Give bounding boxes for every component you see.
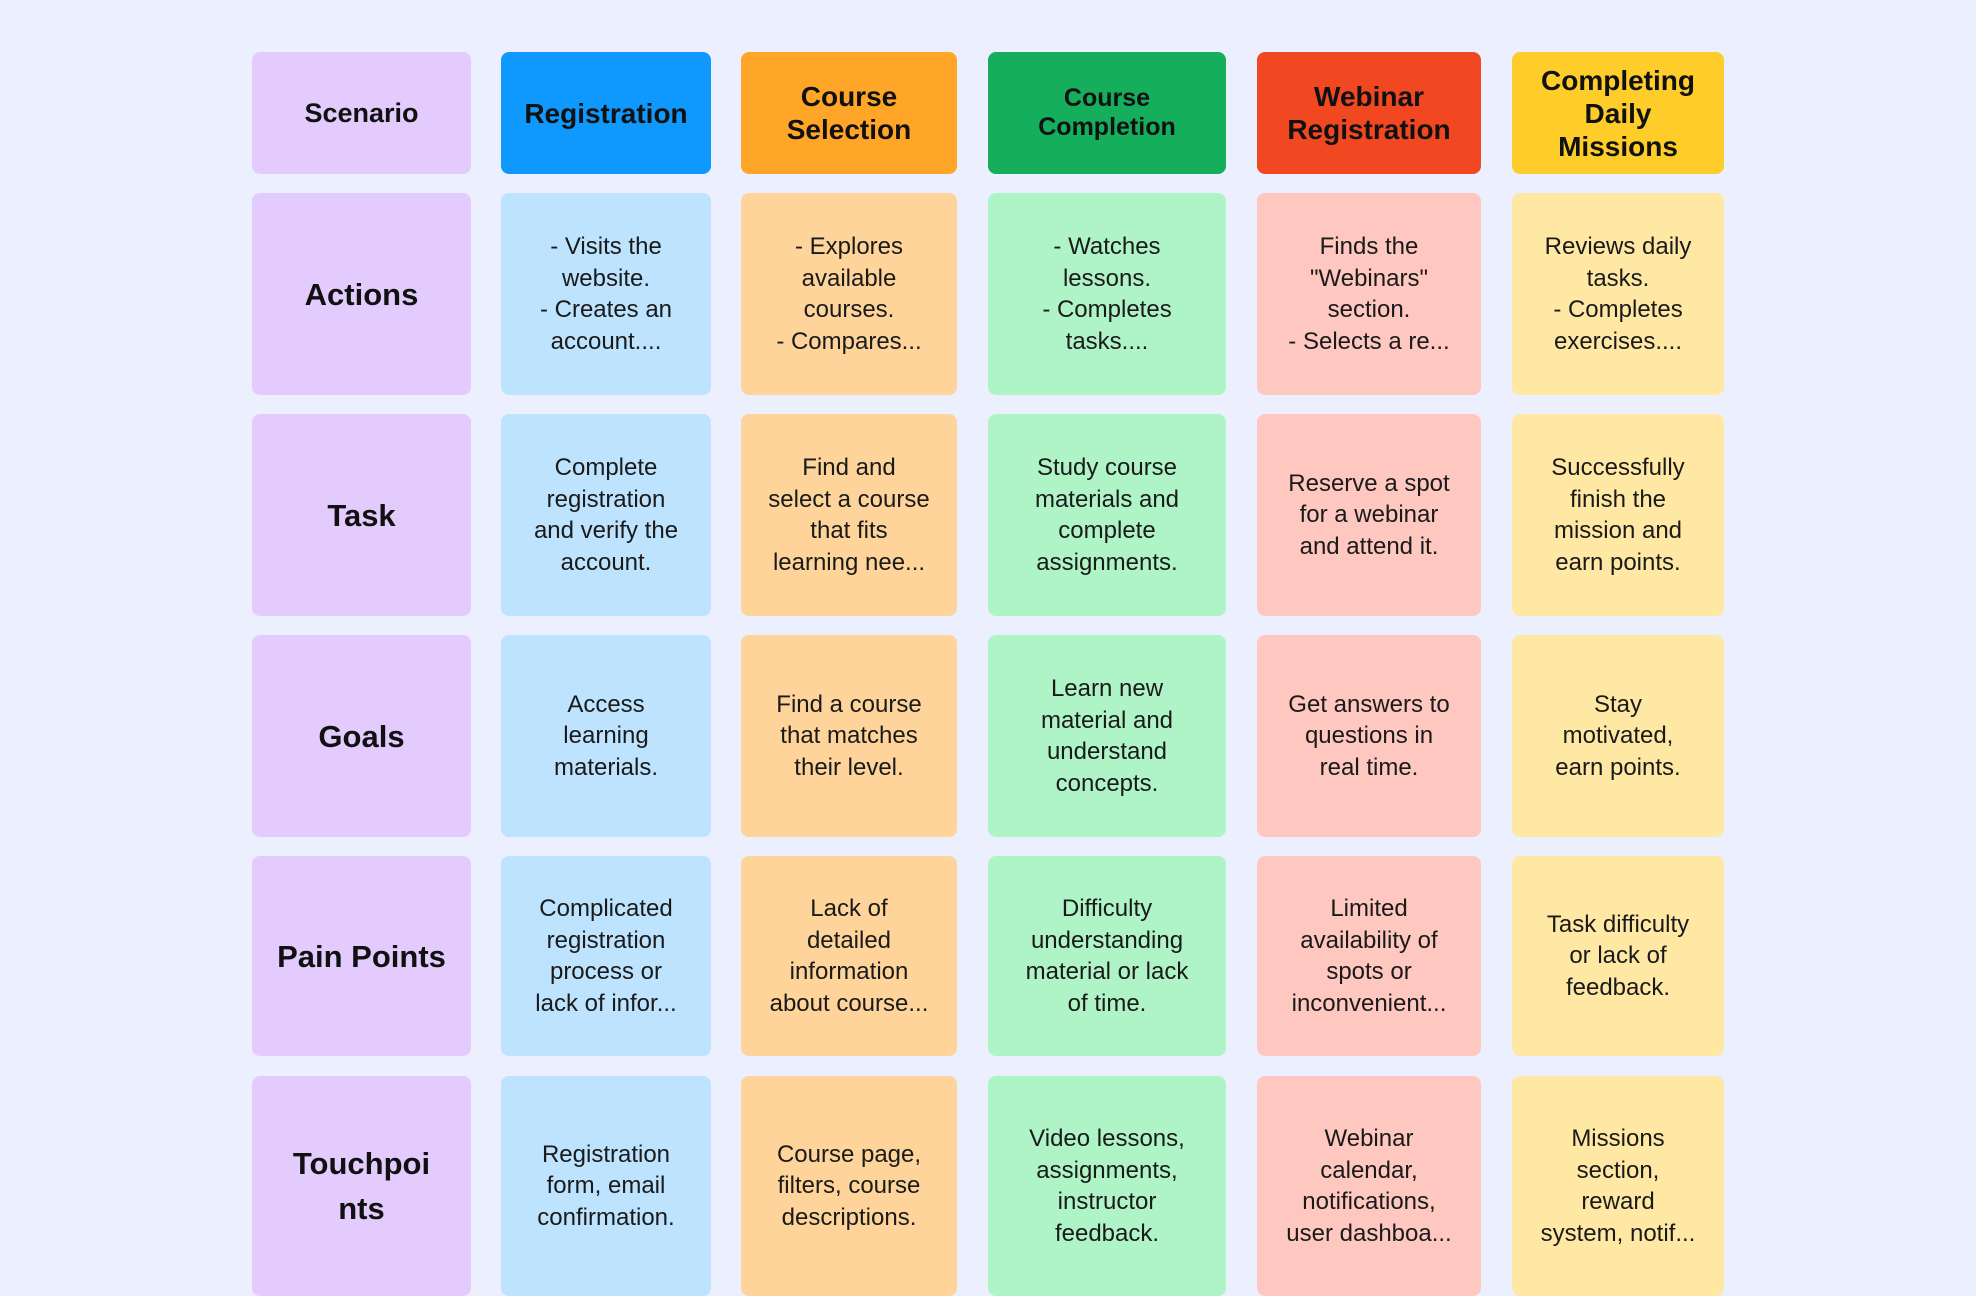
cell-task-course-selection[interactable]: Find and select a course that fits learn… — [741, 414, 957, 616]
cell-text: Learn new material and understand concep… — [1040, 675, 1174, 797]
cell-text: Find a course that matches their level. — [776, 690, 922, 781]
row-label-touchpoints: Touchpoi nts — [252, 1076, 471, 1296]
cell-touchpoints-registration[interactable]: Registration form, email confirmation. — [501, 1076, 711, 1296]
cell-text: Webinar calendar, notifications, user da… — [1286, 1125, 1452, 1247]
cell-actions-registration[interactable]: - Visits the website. - Creates an accou… — [501, 193, 711, 395]
cell-text: Study course materials and complete assi… — [1034, 454, 1180, 576]
cell-actions-course-completion[interactable]: - Watches lessons. - Completes tasks.... — [988, 193, 1226, 395]
cell-pain-points-webinar-registration[interactable]: Limited availability of spots or inconve… — [1257, 856, 1481, 1056]
header-course-selection-label: Course Selection — [786, 81, 912, 145]
row-label-actions-text: Actions — [304, 276, 419, 312]
cell-text: Stay motivated, earn points. — [1555, 690, 1681, 781]
cell-touchpoints-webinar-registration[interactable]: Webinar calendar, notifications, user da… — [1257, 1076, 1481, 1296]
header-course-completion-label: Course Completion — [1038, 84, 1176, 141]
cell-text: Complicated registration process or lack… — [535, 895, 677, 1017]
cell-touchpoints-daily-missions[interactable]: Missions section, reward system, notif..… — [1512, 1076, 1724, 1296]
cell-actions-webinar-registration[interactable]: Finds the "Webinars" section. - Selects … — [1257, 193, 1481, 395]
cell-text: Lack of detailed information about cours… — [769, 895, 929, 1017]
header-registration-label: Registration — [524, 97, 688, 129]
cell-actions-daily-missions[interactable]: Reviews daily tasks. - Completes exercis… — [1512, 193, 1724, 395]
cell-text: Missions section, reward system, notif..… — [1540, 1125, 1696, 1247]
cell-goals-registration[interactable]: Access learning materials. — [501, 635, 711, 837]
row-label-touchpoints-text: Touchpoi nts — [292, 1146, 431, 1226]
cell-text: Registration form, email confirmation. — [537, 1140, 675, 1231]
header-course-completion[interactable]: Course Completion — [988, 52, 1226, 174]
cell-text: Find and select a course that fits learn… — [768, 454, 930, 576]
header-daily-missions-label: Completing Daily Missions — [1541, 64, 1695, 162]
header-registration[interactable]: Registration — [501, 52, 711, 174]
row-label-pain-points: Pain Points — [252, 856, 471, 1056]
cell-text: Finds the "Webinars" section. - Selects … — [1288, 233, 1450, 355]
header-scenario: Scenario — [252, 52, 471, 174]
cell-text: - Explores available courses. - Compares… — [776, 233, 922, 355]
cell-task-course-completion[interactable]: Study course materials and complete assi… — [988, 414, 1226, 616]
cell-pain-points-daily-missions[interactable]: Task difficulty or lack of feedback. — [1512, 856, 1724, 1056]
cell-text: Video lessons, assignments, instructor f… — [1029, 1125, 1185, 1247]
cell-text: Limited availability of spots or inconve… — [1291, 895, 1447, 1017]
header-scenario-label: Scenario — [304, 97, 419, 128]
cell-touchpoints-course-selection[interactable]: Course page, filters, course description… — [741, 1076, 957, 1296]
cell-text: - Watches lessons. - Completes tasks.... — [1042, 233, 1172, 355]
cell-pain-points-registration[interactable]: Complicated registration process or lack… — [501, 856, 711, 1056]
row-label-pain-points-text: Pain Points — [277, 938, 446, 974]
cell-goals-webinar-registration[interactable]: Get answers to questions in real time. — [1257, 635, 1481, 837]
cell-actions-course-selection[interactable]: - Explores available courses. - Compares… — [741, 193, 957, 395]
cell-text: - Visits the website. - Creates an accou… — [539, 233, 673, 355]
cell-task-daily-missions[interactable]: Successfully finish the mission and earn… — [1512, 414, 1724, 616]
cell-text: Access learning materials. — [553, 690, 659, 781]
cell-task-webinar-registration[interactable]: Reserve a spot for a webinar and attend … — [1257, 414, 1481, 616]
cell-goals-course-completion[interactable]: Learn new material and understand concep… — [988, 635, 1226, 837]
cell-text: Course page, filters, course description… — [776, 1140, 922, 1231]
header-course-selection[interactable]: Course Selection — [741, 52, 957, 174]
header-webinar-registration[interactable]: Webinar Registration — [1257, 52, 1481, 174]
cell-goals-course-selection[interactable]: Find a course that matches their level. — [741, 635, 957, 837]
cell-text: Successfully finish the mission and earn… — [1551, 454, 1685, 576]
row-label-goals: Goals — [252, 635, 471, 837]
cell-pain-points-course-selection[interactable]: Lack of detailed information about cours… — [741, 856, 957, 1056]
cell-task-registration[interactable]: Complete registration and verify the acc… — [501, 414, 711, 616]
cell-text: Reserve a spot for a webinar and attend … — [1288, 469, 1450, 560]
row-label-actions: Actions — [252, 193, 471, 395]
cell-text: Get answers to questions in real time. — [1288, 690, 1450, 781]
row-label-goals-text: Goals — [318, 718, 405, 754]
cell-touchpoints-course-completion[interactable]: Video lessons, assignments, instructor f… — [988, 1076, 1226, 1296]
cell-pain-points-course-completion[interactable]: Difficulty understanding material or lac… — [988, 856, 1226, 1056]
cell-text: Complete registration and verify the acc… — [533, 454, 679, 576]
row-label-task-text: Task — [327, 497, 396, 533]
cell-text: Task difficulty or lack of feedback. — [1546, 910, 1690, 1001]
cell-text: Difficulty understanding material or lac… — [1025, 895, 1189, 1017]
row-label-task: Task — [252, 414, 471, 616]
cell-goals-daily-missions[interactable]: Stay motivated, earn points. — [1512, 635, 1724, 837]
header-webinar-registration-label: Webinar Registration — [1287, 81, 1451, 145]
cell-text: Reviews daily tasks. - Completes exercis… — [1544, 233, 1692, 355]
header-daily-missions[interactable]: Completing Daily Missions — [1512, 52, 1724, 174]
